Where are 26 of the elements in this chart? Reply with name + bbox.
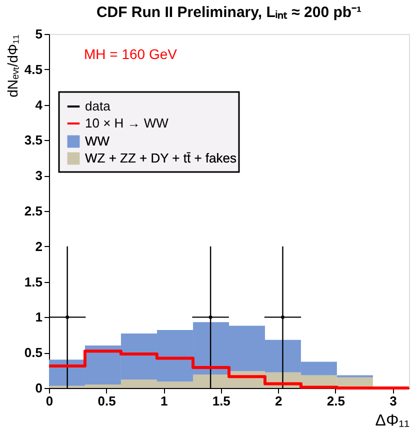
y-tick-label: 4: [35, 97, 44, 112]
y-tick-label: 3: [35, 168, 42, 184]
legend-label: WZ + ZZ + DY + tt̄ + fakes: [85, 150, 237, 166]
y-tick-label: 0.5: [24, 345, 42, 360]
x-tick-label: 0.5: [98, 394, 116, 408]
legend-label: data: [85, 98, 112, 114]
y-tick-label: 5: [35, 26, 42, 42]
x-tick-label: 1: [160, 394, 168, 408]
y-tick-label: 1: [35, 310, 42, 325]
x-tick-label: 2: [275, 394, 282, 408]
y-tick-label: 0: [35, 380, 42, 396]
y-tick-label: 2: [35, 238, 42, 254]
y-tick-label: 2.5: [24, 204, 42, 218]
legend-label: 10 × H → WW: [85, 116, 170, 130]
x-tick-label: 3: [390, 394, 397, 408]
x-tick-label: 0: [46, 394, 54, 408]
annotation: MH = 160 GeV: [84, 46, 178, 62]
chart-title: CDF Run II Preliminary, Lᵢₙₜ ≈ 200 pb⁻¹: [96, 4, 362, 21]
legend-label: WW: [85, 134, 110, 148]
x-tick-label: 1.5: [212, 394, 230, 408]
y-axis-title: dNₑᵥₜ/dΦ₁₁: [4, 34, 20, 98]
x-axis-title: ΔΦ₁₁: [375, 412, 410, 430]
x-tick-label: 2.5: [326, 394, 345, 408]
y-tick-label: 1.5: [24, 274, 42, 290]
y-tick-label: 3.5: [24, 132, 42, 148]
y-tick-label: 4.5: [24, 62, 42, 77]
